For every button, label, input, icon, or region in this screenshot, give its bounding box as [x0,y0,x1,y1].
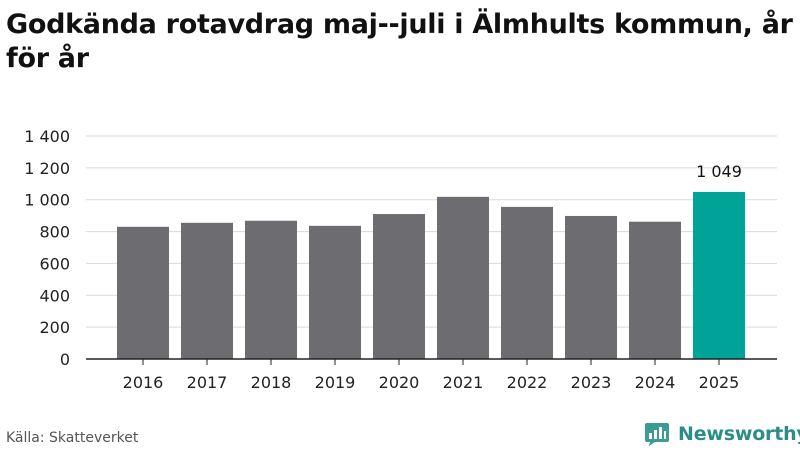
bar-2017 [181,222,233,359]
data-labels: 1 049 [696,162,742,181]
x-tick-label: 2022 [507,373,548,392]
bar-2022 [501,206,553,359]
bar-2024 [629,221,681,359]
x-axis [86,358,777,365]
y-tick-label: 800 [39,223,70,242]
x-tick-label: 2023 [571,373,612,392]
x-tick-label: 2020 [379,373,420,392]
x-tick-label: 2016 [123,373,164,392]
x-tick-label: 2021 [443,373,484,392]
y-tick-label: 0 [60,350,70,369]
bar-2023 [565,215,617,359]
x-tick-label: 2025 [699,373,740,392]
bar-2016 [117,226,169,359]
y-tick-label: 400 [39,286,70,305]
bars [117,191,745,359]
x-tick-label: 2024 [635,373,676,392]
y-tick-label: 200 [39,318,70,337]
source-note: Källa: Skatteverket [6,430,139,446]
bar-2020 [373,214,425,359]
chart-title: Godkända rotavdrag maj--juli i Älmhults … [6,9,793,74]
y-tick-label: 1 000 [24,191,70,210]
y-axis-tick-labels: 0 200 400 600 800 1 000 1 200 1 400 [24,127,70,369]
x-tick-label: 2017 [187,373,228,392]
bar-2018 [245,220,297,359]
brand-name: Newsworthy [678,423,800,445]
y-tick-label: 600 [39,254,70,273]
bar-2025 [693,191,745,359]
brand-logo: Newsworthy [644,419,800,449]
y-tick-label: 1 200 [24,159,70,178]
x-tick-label: 2018 [251,373,292,392]
x-axis-tick-labels: 2016 2017 2018 2019 2020 2021 2022 2023 2024 2025 [123,373,740,392]
y-tick-label: 1 400 [24,127,70,146]
newsworthy-logo-icon [645,423,669,446]
bar-2021 [437,196,489,359]
data-label-2025: 1 049 [696,162,742,181]
x-tick-label: 2019 [315,373,356,392]
bar-2019 [309,225,361,359]
